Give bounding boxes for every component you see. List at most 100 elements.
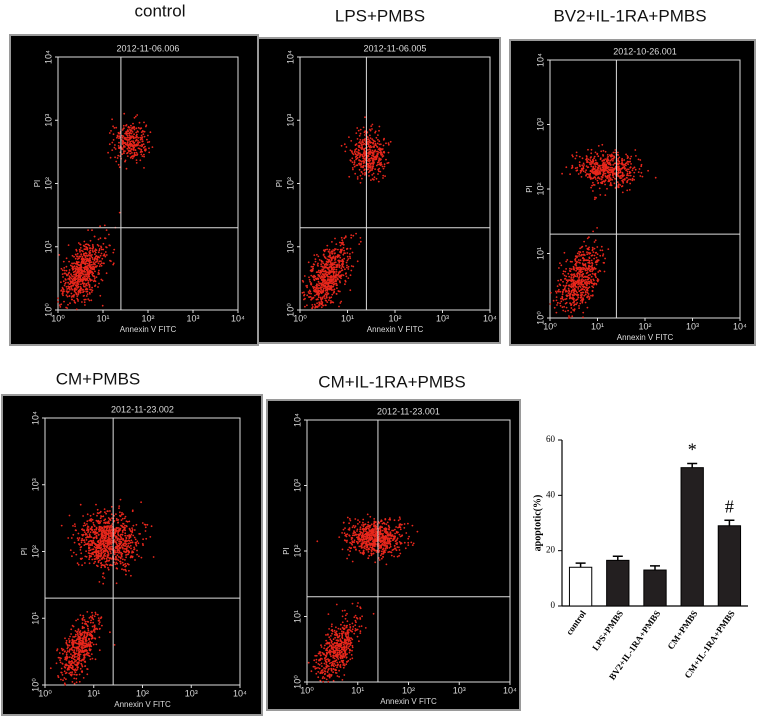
- event-dot: [583, 295, 585, 297]
- event-dot: [633, 176, 635, 178]
- event-dot: [326, 245, 328, 247]
- event-dot: [126, 538, 128, 540]
- event-dot: [621, 159, 623, 161]
- event-dot: [374, 141, 376, 143]
- event-dot: [81, 633, 83, 635]
- event-dot: [588, 257, 590, 259]
- event-dot: [588, 266, 590, 268]
- event-dot: [74, 656, 76, 658]
- event-dot: [121, 519, 123, 521]
- event-dot: [315, 662, 317, 664]
- event-dot: [573, 291, 575, 293]
- event-dot: [319, 680, 321, 682]
- event-dot: [84, 268, 86, 270]
- event-dot: [57, 301, 59, 303]
- event-dot: [99, 225, 101, 227]
- event-dot: [372, 143, 374, 145]
- event-dot: [82, 651, 84, 653]
- event-dot: [580, 297, 582, 299]
- event-dot: [144, 146, 146, 148]
- event-dot: [101, 265, 103, 267]
- event-dot: [347, 260, 349, 262]
- event-dot: [341, 633, 343, 635]
- event-dot: [363, 158, 365, 160]
- event-dot: [369, 153, 371, 155]
- event-dot: [325, 293, 327, 295]
- event-dot: [83, 636, 85, 638]
- event-dot: [335, 243, 337, 245]
- event-dot: [67, 282, 69, 284]
- event-dot: [318, 283, 320, 285]
- event-dot: [596, 169, 598, 171]
- event-dot: [67, 286, 69, 288]
- event-dot: [602, 165, 604, 167]
- event-dot: [77, 539, 79, 541]
- event-dot: [613, 176, 615, 178]
- event-dot: [74, 683, 76, 685]
- event-dot: [308, 276, 310, 278]
- event-dot: [79, 251, 81, 253]
- event-dot: [571, 298, 573, 300]
- event-dot: [627, 157, 629, 159]
- event-dot: [83, 525, 85, 527]
- event-dot: [638, 159, 640, 161]
- event-dot: [332, 657, 334, 659]
- event-dot: [359, 632, 361, 634]
- x-tick-label: 10⁴: [233, 688, 247, 698]
- event-dot: [103, 526, 105, 528]
- event-dot: [367, 149, 369, 151]
- event-dot: [561, 173, 563, 175]
- event-dot: [120, 515, 122, 517]
- event-dot: [97, 614, 99, 616]
- event-dot: [380, 154, 382, 156]
- event-dot: [582, 269, 584, 271]
- event-dot: [329, 249, 331, 251]
- event-dot: [61, 672, 63, 674]
- event-dot: [593, 258, 595, 260]
- y-axis-label: PI: [275, 180, 284, 188]
- event-dot: [362, 173, 364, 175]
- event-dot: [81, 256, 83, 258]
- event-dot: [119, 535, 121, 537]
- event-dot: [112, 125, 114, 127]
- event-dot: [128, 570, 130, 572]
- event-dot: [130, 548, 132, 550]
- event-dot: [599, 188, 601, 190]
- event-dot: [86, 520, 88, 522]
- event-dot: [85, 256, 87, 258]
- event-dot: [76, 295, 78, 297]
- event-dot: [75, 672, 77, 674]
- event-dot: [592, 295, 594, 297]
- event-dot: [66, 275, 68, 277]
- event-dot: [639, 168, 641, 170]
- event-dot: [76, 681, 78, 683]
- event-dot: [98, 623, 100, 625]
- event-dot: [319, 273, 321, 275]
- event-dot: [337, 675, 339, 677]
- event-dot: [576, 155, 578, 157]
- event-dot: [377, 134, 379, 136]
- event-dot: [338, 261, 340, 263]
- event-dot: [570, 276, 572, 278]
- event-dot: [334, 252, 336, 254]
- event-dot: [131, 156, 133, 158]
- event-dot: [326, 249, 328, 251]
- event-dot: [306, 287, 308, 289]
- event-dot: [361, 147, 363, 149]
- event-dot: [373, 162, 375, 164]
- event-dot: [75, 258, 77, 260]
- event-dot: [318, 281, 320, 283]
- event-dot: [575, 285, 577, 287]
- event-dot: [131, 531, 133, 533]
- event-dot: [118, 535, 120, 537]
- event-dot: [64, 278, 66, 280]
- event-dot: [75, 660, 77, 662]
- event-dot: [598, 259, 600, 261]
- event-dot: [327, 271, 329, 273]
- event-dot: [149, 536, 151, 538]
- event-dot: [324, 657, 326, 659]
- event-dot: [80, 558, 82, 560]
- event-dot: [82, 535, 84, 537]
- event-dot: [99, 257, 101, 259]
- event-dot: [66, 257, 68, 259]
